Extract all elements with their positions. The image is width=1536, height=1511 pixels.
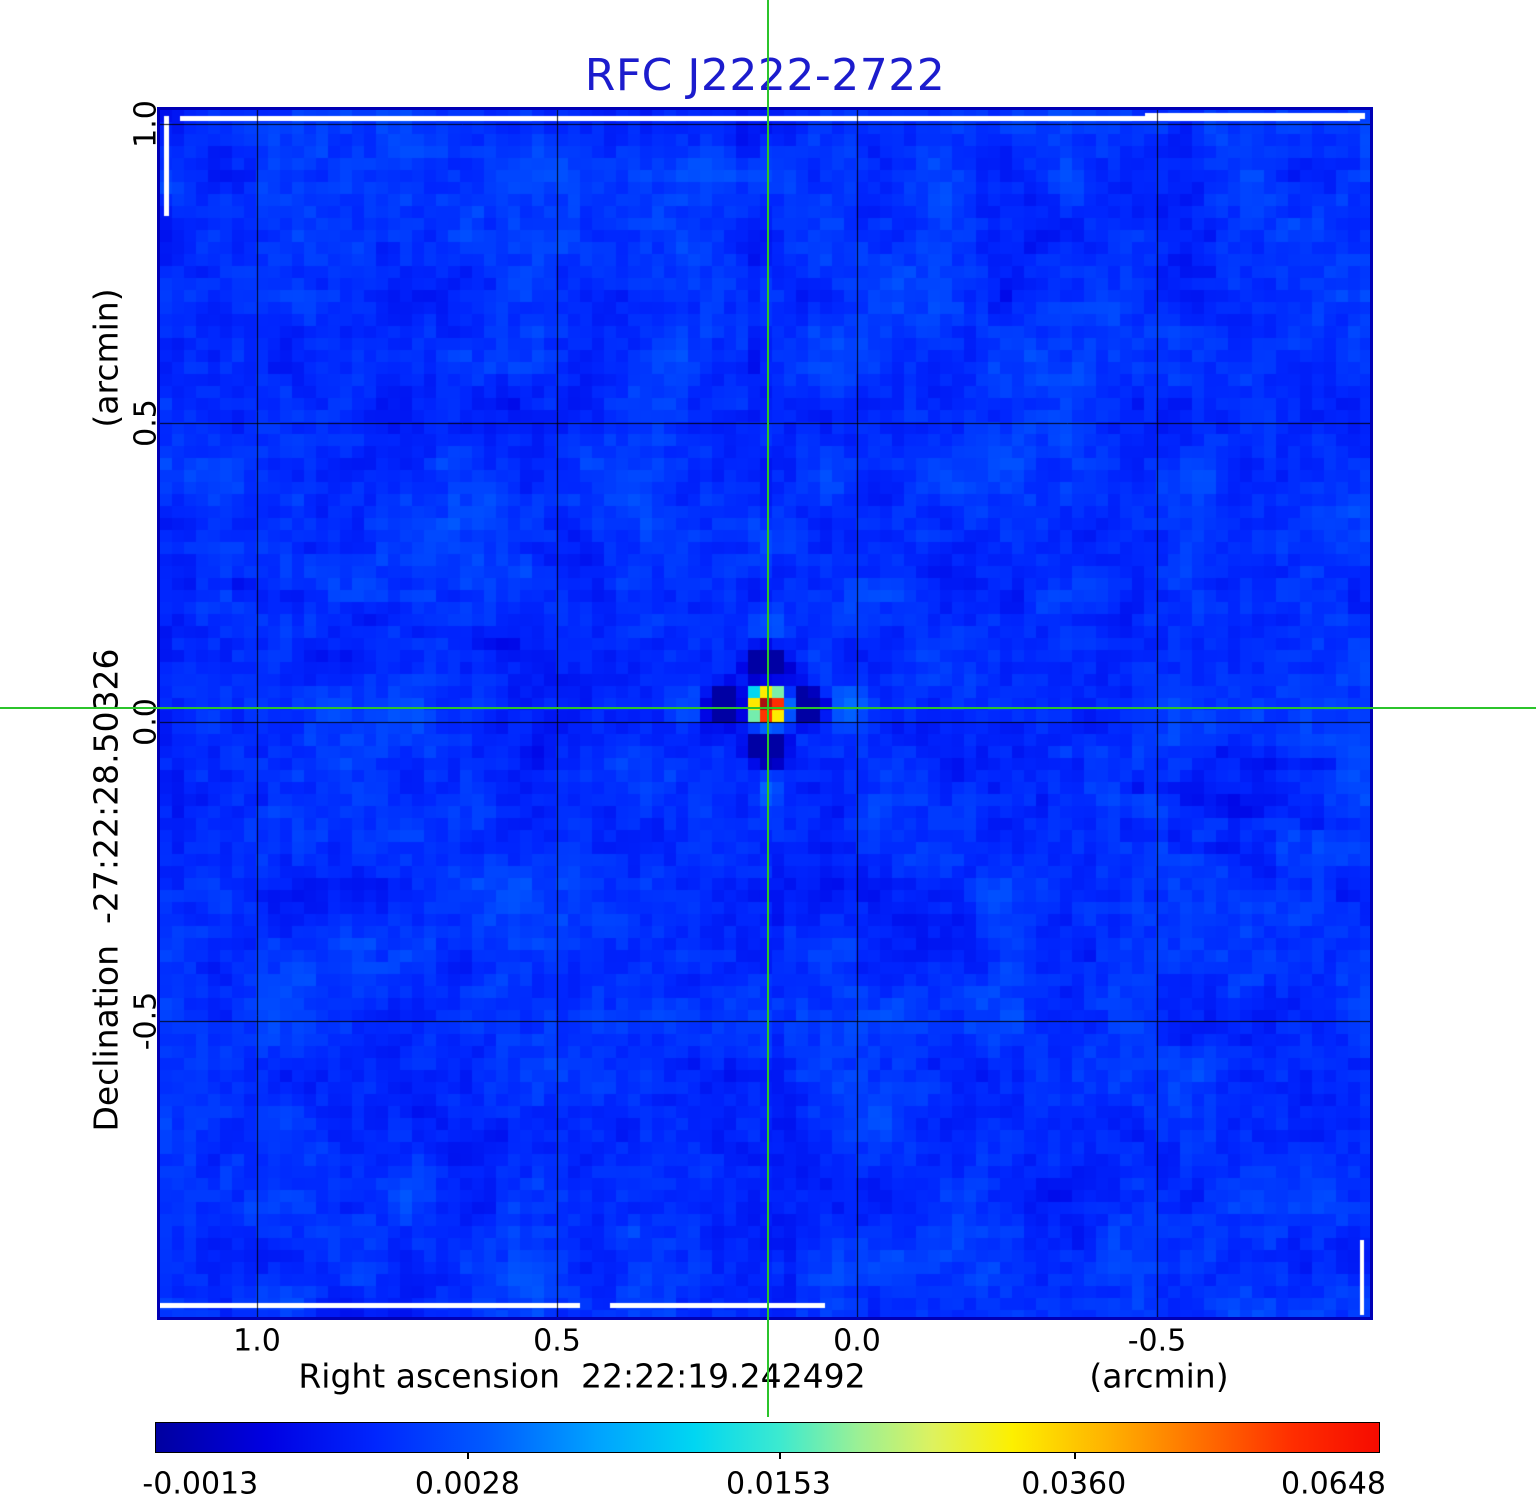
x-axis-label: Right ascension 22:22:19.242492 (298, 1356, 866, 1396)
x-tick-label: 1.0 (233, 1323, 281, 1359)
sky-heatmap-image (160, 110, 1370, 1317)
y-tick-label: 0.0 (128, 698, 164, 746)
colorbar-tick-label: 0.0028 (414, 1466, 520, 1502)
colorbar-tick-mark (1073, 1453, 1076, 1459)
y-axis-label: Declination -27:22:28.50326 (86, 648, 126, 1132)
x-tick-label: 0.0 (833, 1323, 881, 1359)
x-axis-unit-label: (arcmin) (1089, 1356, 1229, 1396)
colorbar-tick-label: 0.0153 (726, 1466, 832, 1502)
colorbar-gradient (155, 1422, 1380, 1453)
y-tick-label: -0.5 (128, 991, 164, 1051)
y-tick-label: 1.0 (128, 100, 164, 148)
x-tick-label: -0.5 (1127, 1323, 1187, 1359)
y-axis-unit-label: (arcmin) (86, 288, 126, 428)
plot-title: RFC J2222-2722 (584, 50, 946, 101)
y-tick-label: 0.5 (128, 399, 164, 447)
colorbar-tick-mark (467, 1453, 470, 1459)
colorbar-tick-label: -0.0013 (142, 1466, 259, 1502)
colorbar-tick-mark (778, 1453, 781, 1459)
colorbar-tick-label: 0.0648 (1280, 1466, 1386, 1502)
x-tick-label: 0.5 (533, 1323, 581, 1359)
colorbar-tick-label: 0.0360 (1021, 1466, 1127, 1502)
